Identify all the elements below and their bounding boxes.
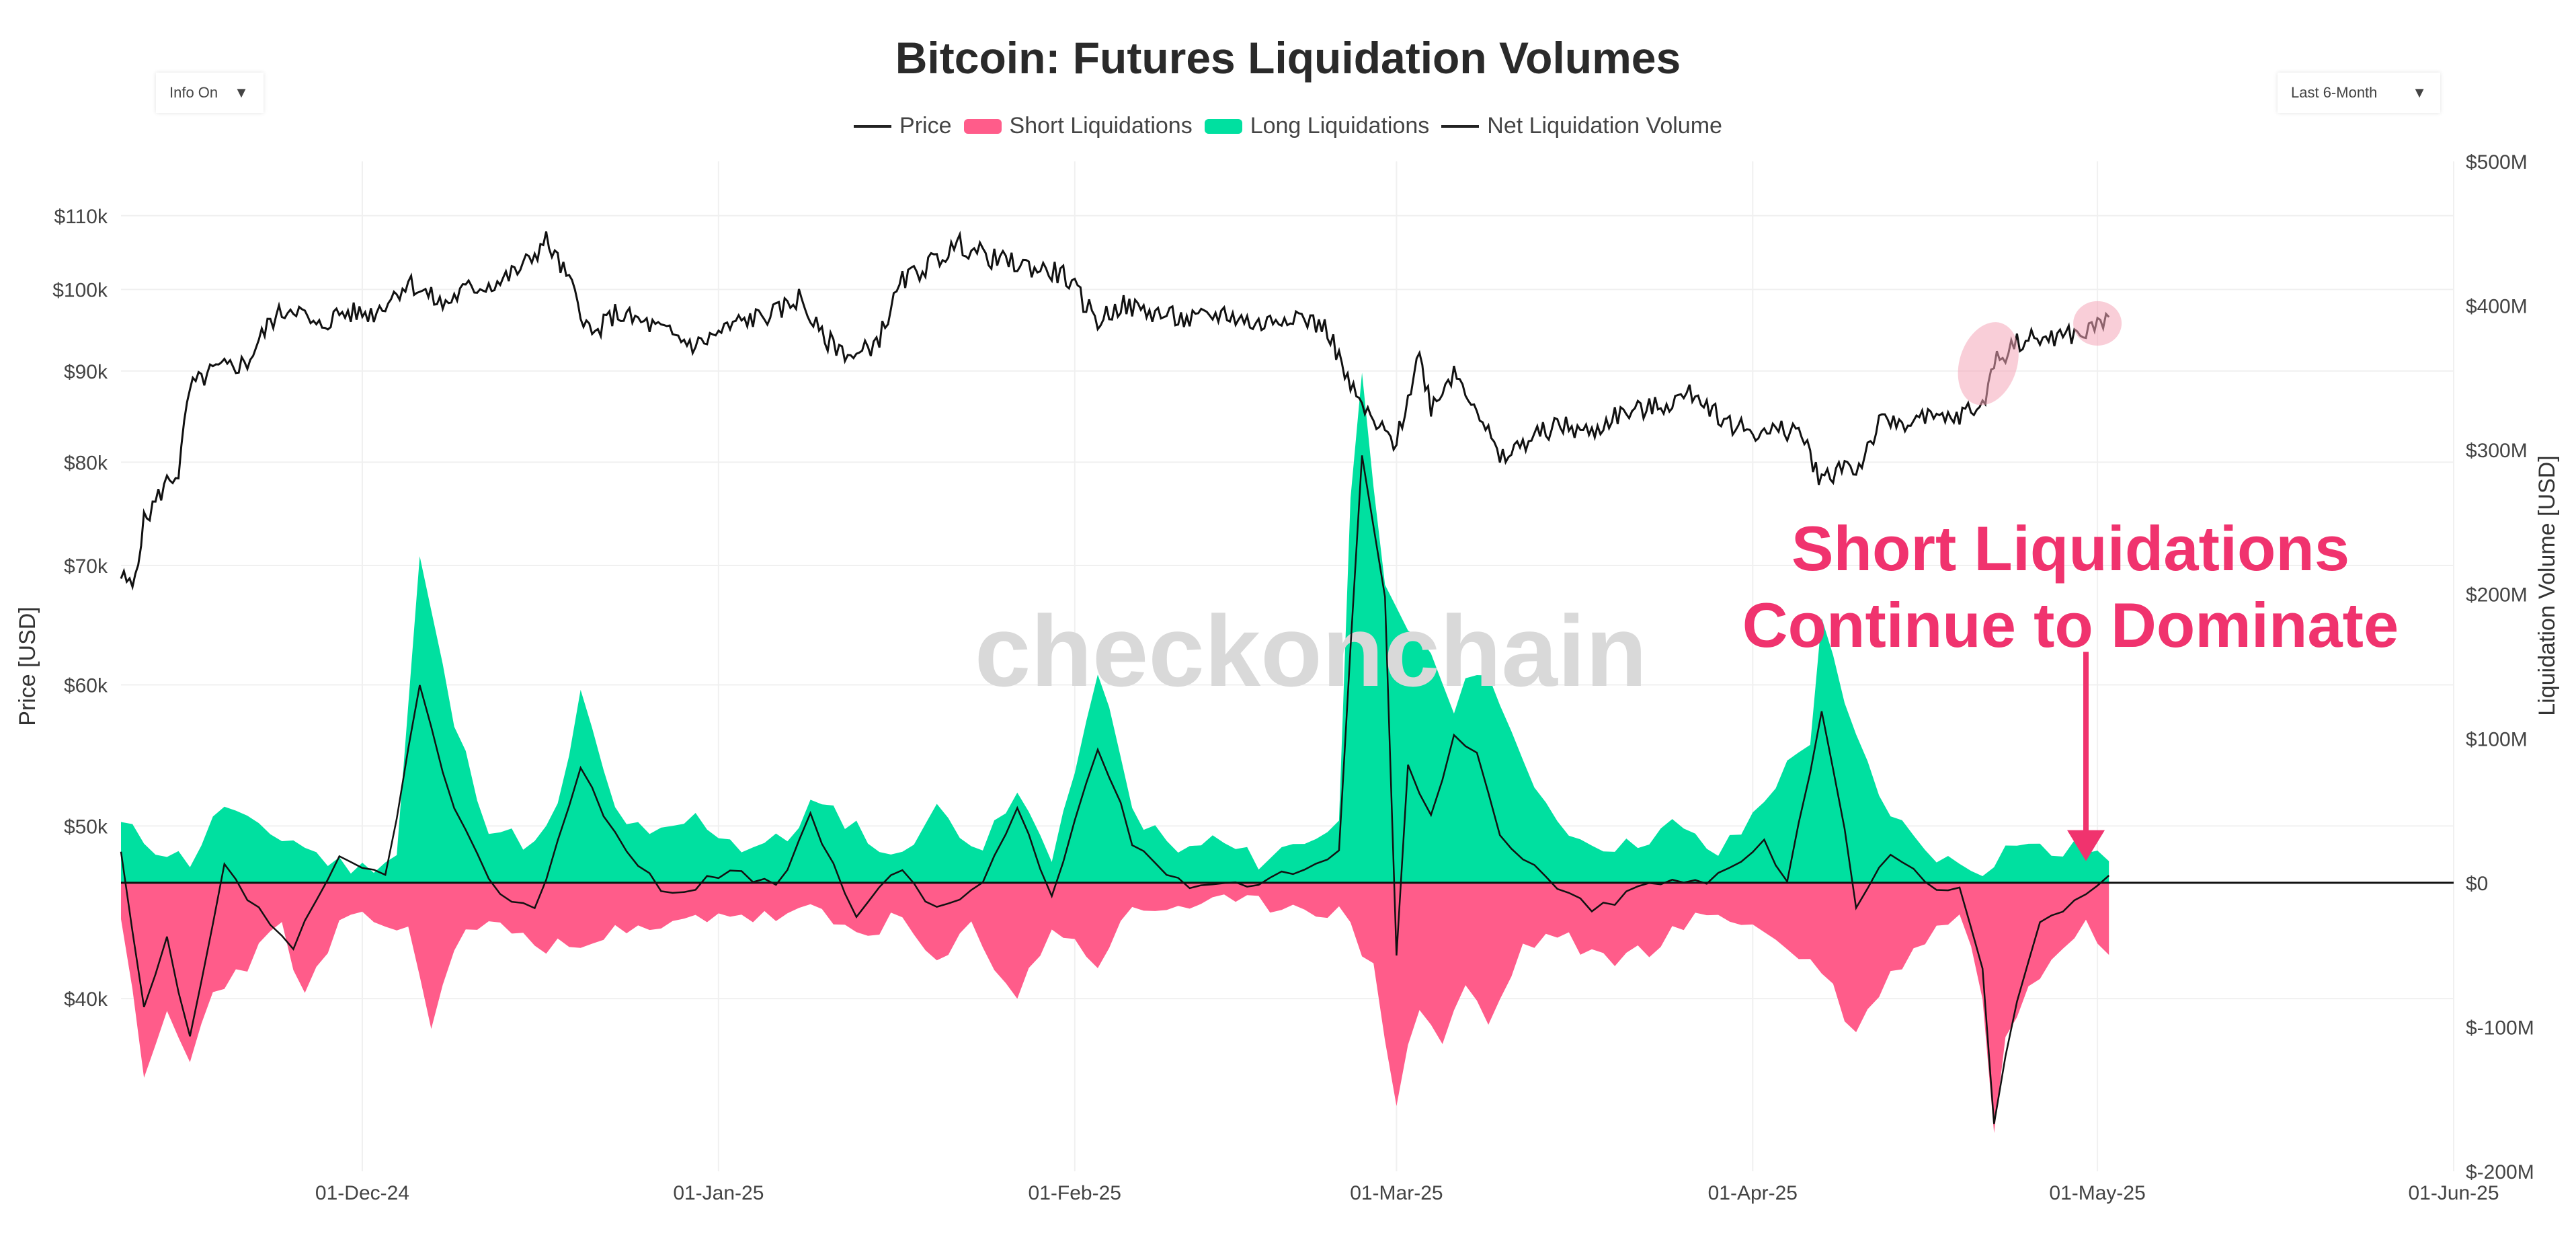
line-series xyxy=(120,230,2454,1124)
legend-item-net[interactable]: Net Liquidation Volume xyxy=(1441,113,1722,139)
annotation-arrow-head xyxy=(2067,830,2105,861)
chart-title: Bitcoin: Futures Liquidation Volumes xyxy=(895,33,1681,83)
legend-label: Long Liquidations xyxy=(1250,113,1430,139)
legend-swatch-short xyxy=(963,118,1002,134)
x-tick-label: 01-Apr-25 xyxy=(1708,1182,1798,1204)
x-tick-label: 01-Mar-25 xyxy=(1350,1182,1443,1204)
legend-swatch-price xyxy=(854,124,892,128)
legend-item-short[interactable]: Short Liquidations xyxy=(963,113,1193,139)
y-left-tick-label: $80k xyxy=(64,452,108,474)
y-right-tick-label: $400M xyxy=(2466,296,2528,318)
range-dropdown[interactable]: Last 6-Month ▼ xyxy=(2278,73,2440,113)
info-toggle-label: Info On xyxy=(169,84,218,101)
axes: 01-Dec-24 01-Jan-25 01-Feb-25 01-Mar-25 01-A… xyxy=(15,151,2560,1204)
info-toggle-dropdown[interactable]: Info On ▼ xyxy=(156,73,264,113)
y-left-tick-label: $100k xyxy=(52,280,108,302)
x-tick-label: 01-May-25 xyxy=(2049,1182,2145,1204)
legend-label: Price xyxy=(899,113,952,139)
legend-swatch-long xyxy=(1204,118,1242,134)
short-liquidations-area xyxy=(121,882,2109,1134)
annotation-line-2: Continue to Dominate xyxy=(1742,590,2399,660)
net-liquidation-line xyxy=(120,455,2110,1124)
legend-label: Net Liquidation Volume xyxy=(1487,113,1722,139)
liquidation-areas xyxy=(121,373,2109,1134)
legend-item-price[interactable]: Price xyxy=(854,113,952,139)
y-right-tick-label: $-100M xyxy=(2466,1017,2534,1039)
y-right-tick-label: $300M xyxy=(2466,440,2528,462)
watermark: checkonchain xyxy=(975,594,1647,707)
price-line xyxy=(120,230,2110,591)
annotation-line-1: Short Liquidations xyxy=(1792,513,2349,584)
highlight-ellipse xyxy=(2073,301,2122,346)
highlight-ellipse xyxy=(1958,322,2019,405)
y-left-tick-label: $40k xyxy=(64,988,108,1011)
y-right-tick-label: $0 xyxy=(2466,873,2488,895)
legend: Price Short Liquidations Long Liquidatio… xyxy=(0,113,2576,139)
long-liquidations-area xyxy=(121,373,2109,883)
legend-item-long[interactable]: Long Liquidations xyxy=(1204,113,1430,139)
y-left-tick-label: $60k xyxy=(64,674,108,697)
y-right-tick-label: $100M xyxy=(2466,728,2528,750)
x-tick-label: 01-Jan-25 xyxy=(673,1182,764,1204)
legend-label: Short Liquidations xyxy=(1009,113,1193,139)
y-left-tick-label: $70k xyxy=(64,555,108,578)
y-left-tick-label: $90k xyxy=(64,361,108,383)
x-tick-label: 01-Jun-25 xyxy=(2408,1182,2499,1204)
legend-swatch-net xyxy=(1441,124,1480,128)
x-tick-label: 01-Feb-25 xyxy=(1029,1182,1121,1204)
y-right-axis-title: Liquidation Volume [USD] xyxy=(2534,455,2560,715)
chevron-down-icon: ▼ xyxy=(2412,84,2427,101)
y-right-tick-label: $200M xyxy=(2466,584,2528,607)
y-left-tick-label: $50k xyxy=(64,816,108,838)
chevron-down-icon: ▼ xyxy=(234,84,249,101)
y-right-tick-label: $-200M xyxy=(2466,1161,2534,1183)
y-right-tick-label: $500M xyxy=(2466,151,2528,173)
y-left-axis-title: Price [USD] xyxy=(15,607,40,726)
x-tick-label: 01-Dec-24 xyxy=(315,1182,409,1204)
range-label: Last 6-Month xyxy=(2291,84,2378,101)
y-left-tick-label: $110k xyxy=(54,206,108,228)
